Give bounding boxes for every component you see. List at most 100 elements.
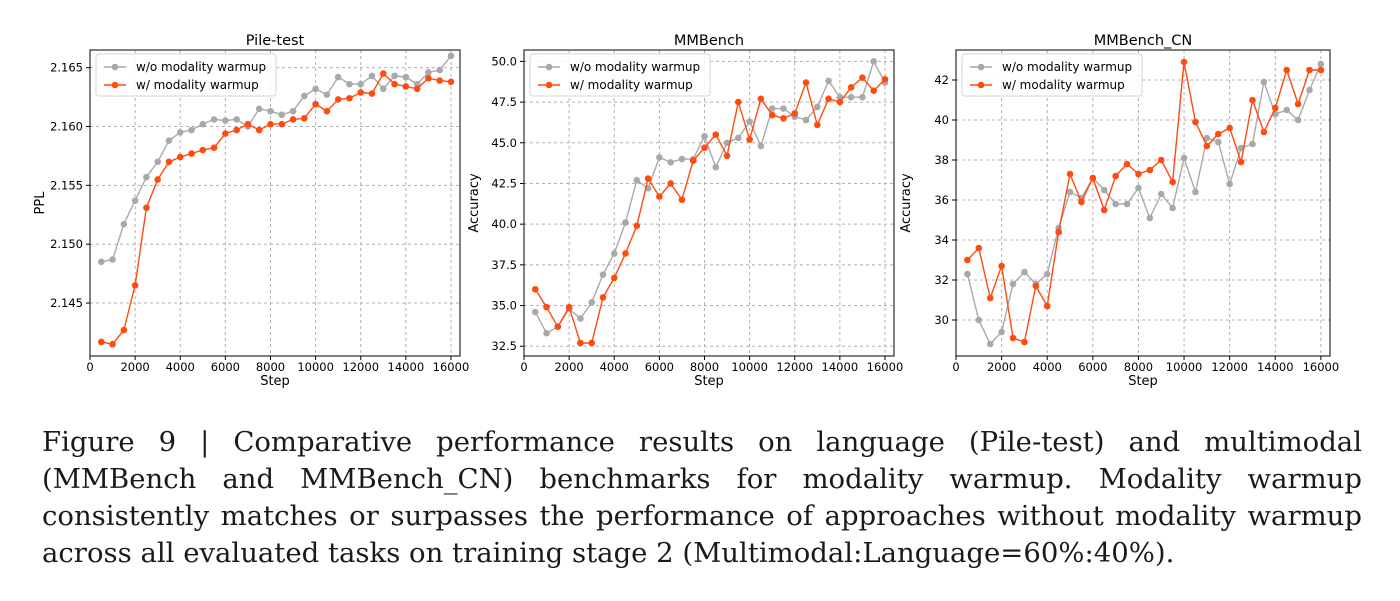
legend-marker <box>545 81 553 89</box>
data-point <box>391 80 398 88</box>
y-tick-label: 42 <box>934 73 949 87</box>
data-point <box>289 116 297 123</box>
data-point <box>802 116 810 124</box>
data-point <box>368 90 376 97</box>
data-point <box>768 105 776 112</box>
data-point <box>1123 160 1131 168</box>
data-point <box>1283 106 1290 114</box>
data-point <box>975 244 983 252</box>
data-point <box>436 77 443 84</box>
data-point <box>610 274 618 282</box>
data-point <box>143 204 150 212</box>
y-tick-label: 2.150 <box>50 237 83 251</box>
x-axis-label: Step <box>1128 374 1158 389</box>
data-point <box>554 323 562 331</box>
data-point <box>622 250 629 257</box>
data-point <box>1226 124 1233 132</box>
data-point <box>701 132 708 140</box>
data-point <box>1112 172 1119 180</box>
data-point <box>1214 130 1222 138</box>
data-point <box>1306 86 1313 94</box>
x-tick-label: 6000 <box>645 360 674 374</box>
y-tick-label: 2.160 <box>50 120 83 134</box>
data-point <box>278 111 286 119</box>
data-point <box>633 176 641 184</box>
data-point <box>289 107 297 115</box>
data-point <box>143 173 150 181</box>
data-point <box>633 222 641 230</box>
data-point <box>1135 184 1142 192</box>
data-point <box>712 131 720 138</box>
data-point <box>577 315 584 322</box>
data-point <box>233 126 240 134</box>
y-tick-label: 2.145 <box>50 296 83 310</box>
y-tick-label: 47.5 <box>491 95 517 109</box>
data-point <box>210 116 218 123</box>
data-point <box>735 134 742 142</box>
x-tick-label: 12000 <box>342 360 379 374</box>
data-point <box>780 105 787 112</box>
data-point <box>210 144 218 151</box>
x-axis-label: Step <box>694 374 724 389</box>
x-tick-label: 0 <box>86 360 93 374</box>
data-point <box>312 100 319 108</box>
data-point <box>1317 60 1325 68</box>
data-point <box>379 85 387 93</box>
y-tick-label: 40 <box>934 113 949 127</box>
data-point <box>543 303 550 311</box>
y-tick-label: 40.0 <box>491 217 517 231</box>
data-point <box>1100 186 1108 194</box>
data-point <box>413 85 421 93</box>
y-tick-label: 2.155 <box>50 178 83 192</box>
data-point <box>543 329 550 337</box>
plot-frame <box>955 49 1331 357</box>
data-point <box>964 256 971 264</box>
chart-title: Pile-test <box>246 33 305 49</box>
chart-title: MMBench_CN <box>1094 33 1192 49</box>
data-point <box>391 72 398 80</box>
data-point <box>599 294 607 301</box>
data-point <box>610 250 618 257</box>
legend-marker <box>977 81 985 89</box>
data-point <box>1180 58 1188 66</box>
data-point <box>255 126 263 134</box>
data-point <box>712 163 720 171</box>
data-point <box>154 158 161 166</box>
data-point <box>678 155 686 163</box>
x-tick-label: 8000 <box>690 360 719 374</box>
data-point <box>176 129 184 136</box>
data-point <box>120 326 128 334</box>
data-point <box>1317 66 1325 74</box>
x-tick-label: 0 <box>520 360 527 374</box>
y-tick-label: 32.5 <box>491 339 517 353</box>
data-point <box>780 115 787 122</box>
y-axis-label: Accuracy <box>899 173 914 233</box>
y-tick-label: 36 <box>934 193 949 207</box>
data-point <box>199 146 207 154</box>
data-point <box>222 130 229 137</box>
data-point <box>402 83 410 90</box>
data-point <box>1203 142 1211 150</box>
data-point <box>847 84 855 91</box>
data-point <box>836 98 844 106</box>
data-point <box>1203 134 1211 142</box>
data-point <box>1294 116 1302 124</box>
x-tick-label: 2000 <box>120 360 149 374</box>
data-point <box>998 262 1005 270</box>
x-tick-label: 10000 <box>731 360 768 374</box>
data-point <box>1306 66 1313 74</box>
data-point <box>1123 200 1131 208</box>
data-point <box>1112 200 1119 208</box>
data-point <box>1169 178 1176 186</box>
x-tick-label: 8000 <box>1124 360 1153 374</box>
legend-label: w/ modality warmup <box>136 78 259 92</box>
data-point <box>1089 174 1097 182</box>
data-point <box>1066 188 1074 196</box>
data-point <box>301 92 308 100</box>
data-point <box>199 120 207 128</box>
x-tick-label: 2000 <box>554 360 583 374</box>
data-point <box>1043 302 1051 310</box>
data-point <box>1180 154 1188 162</box>
data-point <box>689 157 697 164</box>
data-point <box>97 258 105 266</box>
